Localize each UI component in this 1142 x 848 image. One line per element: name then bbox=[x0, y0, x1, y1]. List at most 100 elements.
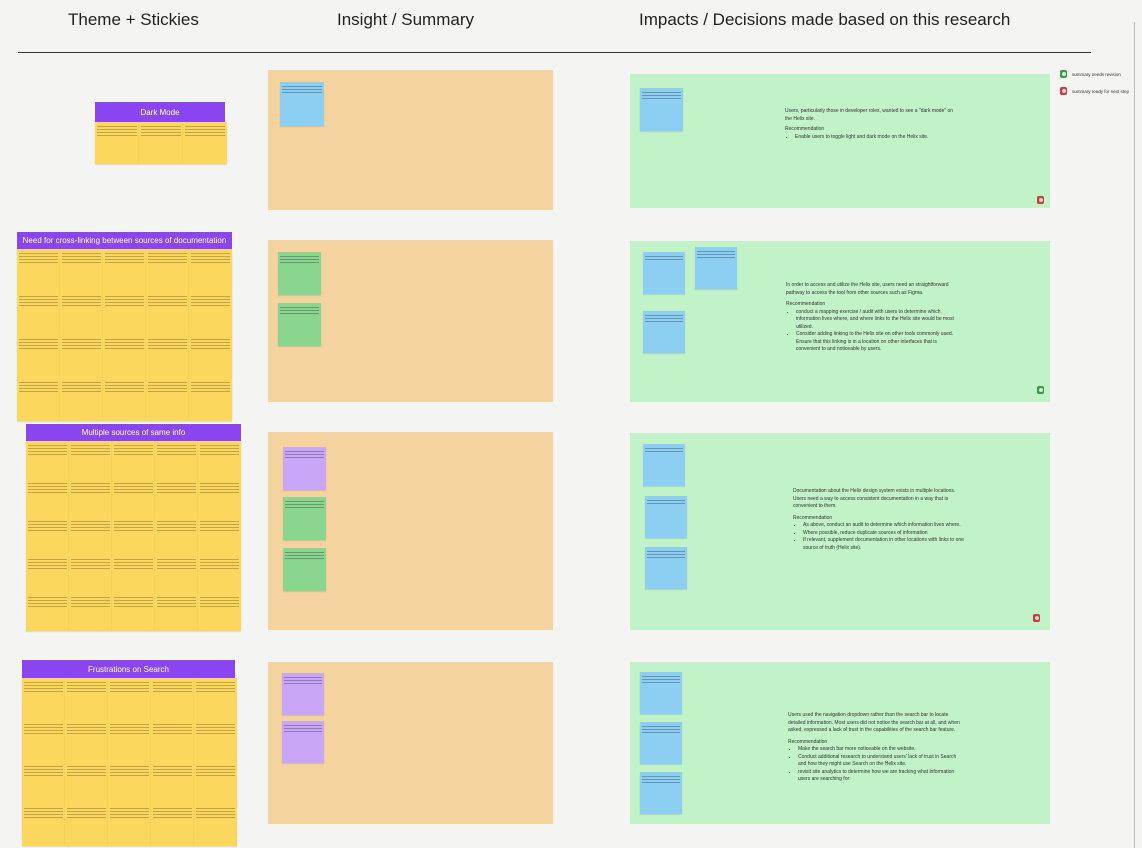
theme-sticky[interactable] bbox=[22, 678, 65, 720]
insight-sticky[interactable] bbox=[278, 252, 321, 295]
theme-title-search[interactable]: Frustrations on Search bbox=[22, 660, 235, 678]
impact-sticky[interactable] bbox=[640, 772, 682, 814]
theme-sticky[interactable] bbox=[26, 441, 69, 479]
theme-sticky[interactable] bbox=[103, 249, 146, 292]
theme-sticky[interactable] bbox=[151, 720, 194, 762]
insight-sticky[interactable] bbox=[278, 303, 321, 346]
theme-sticky[interactable] bbox=[194, 762, 237, 804]
theme-sticky[interactable] bbox=[22, 762, 65, 804]
theme-sticky[interactable] bbox=[108, 720, 151, 762]
impact-panel-multiple-sources[interactable] bbox=[630, 433, 1050, 630]
theme-sticky[interactable] bbox=[60, 249, 103, 292]
theme-sticky[interactable] bbox=[69, 593, 112, 631]
impact-sticky[interactable] bbox=[643, 444, 685, 486]
theme-sticky[interactable] bbox=[103, 292, 146, 335]
legend-item-needs-revision[interactable]: summary needs revision bbox=[1060, 70, 1121, 78]
theme-sticky[interactable] bbox=[198, 479, 241, 517]
theme-sticky[interactable] bbox=[22, 720, 65, 762]
theme-sticky[interactable] bbox=[198, 555, 241, 593]
theme-sticky[interactable] bbox=[65, 720, 108, 762]
theme-sticky[interactable] bbox=[60, 335, 103, 378]
insight-sticky[interactable] bbox=[283, 497, 326, 540]
theme-sticky[interactable] bbox=[69, 441, 112, 479]
theme-sticky[interactable] bbox=[155, 593, 198, 631]
lock-icon[interactable] bbox=[1033, 614, 1040, 622]
theme-sticky[interactable] bbox=[69, 479, 112, 517]
theme-sticky[interactable] bbox=[17, 292, 60, 335]
legend-item-ready[interactable]: summary ready for next step bbox=[1060, 87, 1129, 95]
impact-panel-search[interactable] bbox=[630, 662, 1050, 824]
theme-sticky[interactable] bbox=[146, 378, 189, 421]
theme-sticky[interactable] bbox=[155, 441, 198, 479]
lock-icon[interactable] bbox=[1037, 386, 1044, 394]
theme-title-multiple-sources[interactable]: Multiple sources of same info bbox=[26, 424, 241, 441]
insight-sticky[interactable] bbox=[283, 548, 326, 591]
theme-sticky[interactable] bbox=[189, 249, 232, 292]
theme-sticky[interactable] bbox=[198, 441, 241, 479]
theme-sticky[interactable] bbox=[60, 292, 103, 335]
impact-sticky[interactable] bbox=[640, 88, 683, 131]
recommendation-heading: Recommendation bbox=[785, 126, 825, 132]
impact-sticky[interactable] bbox=[640, 672, 682, 714]
theme-sticky[interactable] bbox=[198, 517, 241, 555]
theme-sticky[interactable] bbox=[146, 292, 189, 335]
impact-sticky[interactable] bbox=[640, 722, 682, 764]
theme-sticky[interactable] bbox=[155, 479, 198, 517]
theme-sticky[interactable] bbox=[155, 517, 198, 555]
theme-sticky[interactable] bbox=[69, 517, 112, 555]
theme-sticky[interactable] bbox=[146, 335, 189, 378]
header-divider bbox=[18, 52, 1091, 53]
theme-sticky[interactable] bbox=[139, 122, 183, 164]
theme-sticky[interactable] bbox=[108, 678, 151, 720]
impact-sticky[interactable] bbox=[645, 496, 687, 538]
theme-title-cross-linking[interactable]: Need for cross-linking between sources o… bbox=[17, 232, 232, 249]
theme-sticky[interactable] bbox=[26, 517, 69, 555]
theme-sticky[interactable] bbox=[108, 762, 151, 804]
theme-sticky[interactable] bbox=[69, 555, 112, 593]
theme-sticky[interactable] bbox=[22, 804, 65, 846]
theme-sticky[interactable] bbox=[189, 378, 232, 421]
theme-sticky[interactable] bbox=[112, 479, 155, 517]
impact-sticky[interactable] bbox=[643, 252, 685, 294]
impact-sticky[interactable] bbox=[643, 311, 685, 353]
theme-sticky[interactable] bbox=[189, 292, 232, 335]
theme-sticky[interactable] bbox=[26, 555, 69, 593]
impact-sticky[interactable] bbox=[695, 247, 737, 289]
theme-sticky[interactable] bbox=[65, 678, 108, 720]
theme-sticky[interactable] bbox=[103, 335, 146, 378]
theme-sticky[interactable] bbox=[103, 378, 146, 421]
impact-sticky[interactable] bbox=[645, 547, 687, 589]
theme-sticky[interactable] bbox=[60, 378, 103, 421]
theme-sticky[interactable] bbox=[183, 122, 227, 164]
theme-sticky[interactable] bbox=[17, 249, 60, 292]
lock-icon[interactable] bbox=[1037, 196, 1044, 204]
theme-sticky[interactable] bbox=[155, 555, 198, 593]
theme-sticky[interactable] bbox=[108, 804, 151, 846]
theme-sticky[interactable] bbox=[151, 804, 194, 846]
theme-sticky[interactable] bbox=[112, 555, 155, 593]
theme-sticky[interactable] bbox=[194, 720, 237, 762]
theme-sticky[interactable] bbox=[112, 517, 155, 555]
theme-sticky[interactable] bbox=[65, 804, 108, 846]
theme-sticky[interactable] bbox=[95, 122, 139, 164]
theme-sticky[interactable] bbox=[17, 335, 60, 378]
theme-sticky[interactable] bbox=[26, 593, 69, 631]
theme-sticky[interactable] bbox=[112, 593, 155, 631]
theme-sticky[interactable] bbox=[189, 335, 232, 378]
theme-sticky[interactable] bbox=[198, 593, 241, 631]
theme-sticky[interactable] bbox=[65, 762, 108, 804]
insight-sticky[interactable] bbox=[282, 673, 324, 715]
theme-sticky[interactable] bbox=[151, 678, 194, 720]
theme-sticky[interactable] bbox=[26, 479, 69, 517]
theme-sticky[interactable] bbox=[151, 762, 194, 804]
theme-sticky[interactable] bbox=[112, 441, 155, 479]
theme-sticky[interactable] bbox=[194, 804, 237, 846]
impact-panel-dark-mode[interactable] bbox=[630, 74, 1050, 208]
insight-sticky[interactable] bbox=[280, 82, 324, 126]
insight-sticky[interactable] bbox=[282, 721, 324, 763]
theme-title-dark-mode[interactable]: Dark Mode bbox=[95, 102, 225, 122]
theme-sticky[interactable] bbox=[194, 678, 237, 720]
theme-sticky[interactable] bbox=[146, 249, 189, 292]
theme-sticky[interactable] bbox=[17, 378, 60, 421]
insight-sticky[interactable] bbox=[283, 447, 326, 490]
